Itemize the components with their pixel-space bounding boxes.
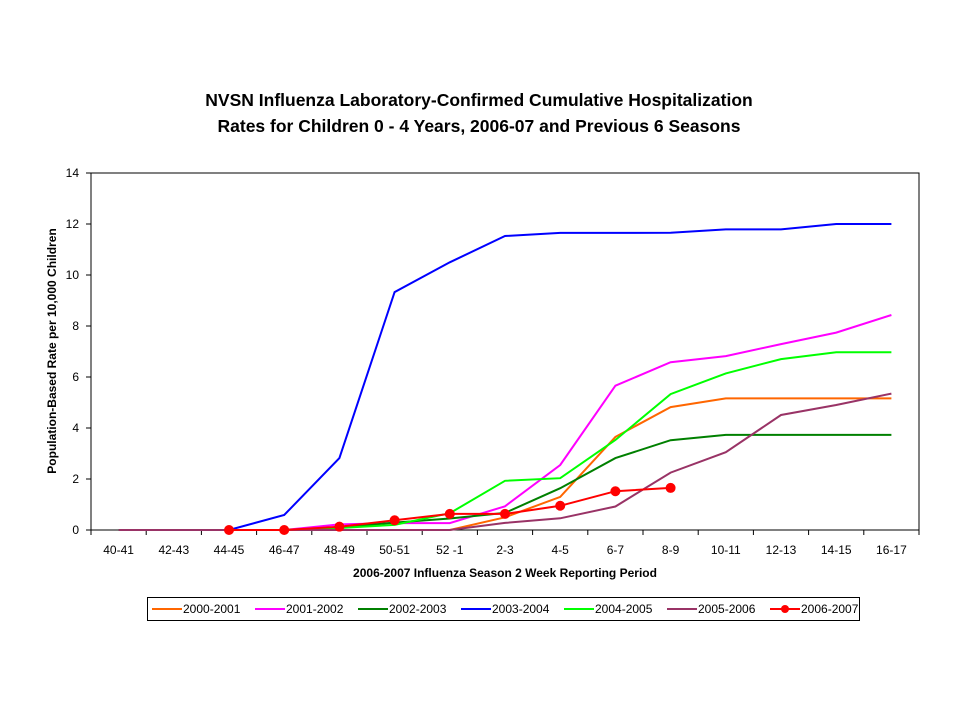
legend-item: 2000-2001 <box>152 602 241 616</box>
legend-box <box>147 597 860 621</box>
series-2003-2004 <box>118 223 892 531</box>
legend-item: 2002-2003 <box>358 602 447 616</box>
legend: 2000-2001 2001-2002 2002-2003 2003-2004 2004… <box>147 597 860 621</box>
x-axis-title: 2006-2007 Influenza Season 2 Week Report… <box>353 566 657 580</box>
legend-marker <box>781 605 789 613</box>
y-tick-label: 12 <box>66 217 80 231</box>
y-axis-title: Population-Based Rate per 10,000 Childre… <box>45 228 59 473</box>
data-point <box>555 500 566 511</box>
data-point <box>279 525 290 535</box>
series-2001-2002 <box>118 314 892 531</box>
data-point <box>334 521 345 532</box>
series-line <box>118 223 892 531</box>
legend-item: 2001-2002 <box>255 602 344 616</box>
legend-label: 2004-2005 <box>595 602 653 616</box>
legend-item: 2004-2005 <box>564 602 653 616</box>
legend-item: 2003-2004 <box>461 602 550 616</box>
y-tick-label: 0 <box>72 523 79 537</box>
plot-border <box>90 172 920 531</box>
x-tick-label: 10-11 <box>711 543 741 557</box>
x-tick-label: 16-17 <box>876 543 907 557</box>
x-axis: 40-41 42-43 44-45 46-47 48-49 50-51 52 -1 2-3 4-… <box>90 530 920 557</box>
y-tick-label: 10 <box>66 268 80 282</box>
x-tick-label: 14-15 <box>821 543 852 557</box>
data-point <box>389 515 400 526</box>
legend-label: 2006-2007 <box>801 602 859 616</box>
x-tick-label: 46-47 <box>269 543 300 557</box>
x-tick-label: 48-49 <box>324 543 355 557</box>
x-tick-label: 52 -1 <box>436 543 464 557</box>
data-point <box>224 525 234 535</box>
chart-subtitle: Rates for Children 0 - 4 Years, 2006-07 … <box>218 116 741 136</box>
x-tick-label: 12-13 <box>766 543 797 557</box>
legend-label: 2003-2004 <box>492 602 550 616</box>
legend-label: 2002-2003 <box>389 602 447 616</box>
x-tick-label: 8-9 <box>662 543 680 557</box>
x-tick-label: 44-45 <box>214 543 245 557</box>
y-axis: 0 2 4 6 8 10 12 14 <box>66 166 91 537</box>
x-tick-label: 42-43 <box>158 543 189 557</box>
legend-label: 2005-2006 <box>698 602 756 616</box>
y-tick-label: 2 <box>72 472 79 486</box>
y-tick-label: 6 <box>72 370 79 384</box>
x-tick-label: 40-41 <box>103 543 134 557</box>
legend-label: 2000-2001 <box>183 602 241 616</box>
y-tick-label: 14 <box>66 166 80 180</box>
y-tick-label: 8 <box>72 319 79 333</box>
data-point <box>500 508 510 519</box>
series-2004-2005 <box>118 351 892 531</box>
data-point <box>665 482 676 493</box>
series-line <box>118 351 892 531</box>
series-layer <box>118 223 892 535</box>
legend-item: 2006-2007 <box>770 602 859 616</box>
y-tick-label: 4 <box>72 421 79 435</box>
x-tick-label: 4-5 <box>552 543 570 557</box>
legend-label: 2001-2002 <box>286 602 344 616</box>
data-point <box>610 486 621 497</box>
series-line <box>118 314 892 531</box>
x-tick-label: 6-7 <box>607 543 625 557</box>
legend-item: 2005-2006 <box>667 602 756 616</box>
x-tick-label: 2-3 <box>496 543 514 557</box>
x-tick-label: 50-51 <box>379 543 410 557</box>
series-2006-2007 <box>224 482 676 535</box>
data-point <box>444 508 455 519</box>
plot-area <box>90 172 920 531</box>
chart-title: NVSN Influenza Laboratory-Confirmed Cumu… <box>205 90 752 110</box>
